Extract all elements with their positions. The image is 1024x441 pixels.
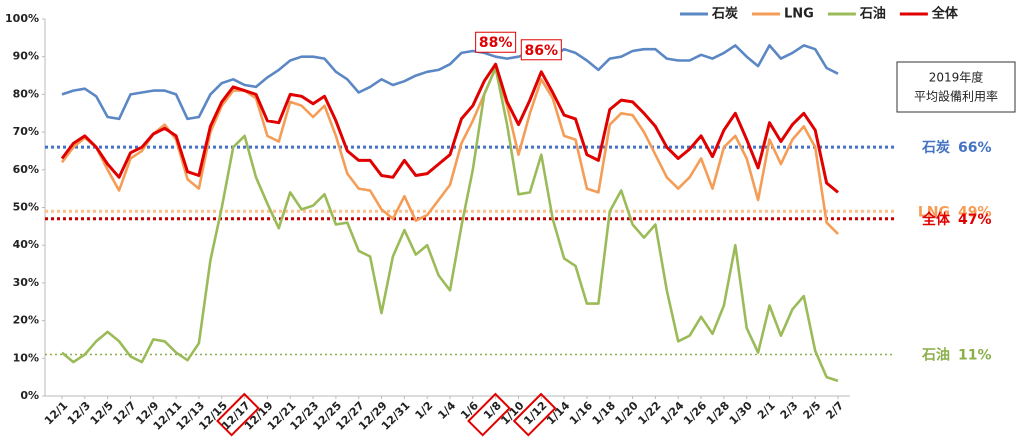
x-tick-group: 1/28 xyxy=(704,399,732,427)
x-tick-group: 2/3 xyxy=(778,399,801,422)
y-tick-label: 40% xyxy=(13,238,39,251)
reference-label: 49% xyxy=(958,204,992,220)
legend-label: 石炭 xyxy=(711,6,738,22)
annotation: 88% xyxy=(479,35,513,51)
x-tick-group: 12/5 xyxy=(88,399,116,427)
y-tick-label: 30% xyxy=(13,276,39,289)
x-tick-label: 1/12 xyxy=(521,399,549,427)
reference-name: 石油 xyxy=(921,347,950,364)
series-line xyxy=(61,44,839,121)
x-tick-group: 1/14 xyxy=(544,399,573,428)
y-tick-label: 80% xyxy=(13,87,39,100)
x-tick-group: 1/30 xyxy=(727,399,756,428)
x-tick-group: 1/22 xyxy=(635,399,663,427)
legend-label: 全体 xyxy=(931,6,959,22)
legend-label: 石油 xyxy=(859,6,886,22)
y-tick-label: 60% xyxy=(13,163,39,176)
x-tick-label: 12/3 xyxy=(65,399,93,427)
x-tick-group: 1/2 xyxy=(413,399,436,422)
y-tick-label: 0% xyxy=(20,389,39,402)
x-tick-label: 12/5 xyxy=(88,399,116,427)
highlight-box xyxy=(512,392,557,437)
annotation-box xyxy=(475,31,517,53)
reference-label: 47% xyxy=(958,212,992,228)
y-tick-label: 50% xyxy=(13,201,39,214)
x-tick-group: 1/16 xyxy=(567,399,596,428)
x-tick-label: 2/5 xyxy=(801,399,824,422)
annotation-box xyxy=(520,39,562,61)
reference-name: 全体 xyxy=(921,211,951,228)
y-tick-label: 10% xyxy=(13,351,39,364)
x-tick-group: 1/4 xyxy=(435,399,458,422)
reference-label: 66% xyxy=(958,140,992,156)
x-tick-group: 12/1 xyxy=(42,399,70,427)
series-line xyxy=(61,66,839,383)
note-box xyxy=(896,61,1016,113)
x-tick-group: 12/7 xyxy=(110,399,138,427)
highlight-box xyxy=(216,392,260,437)
legend-label: LNG xyxy=(784,7,814,22)
x-tick-label: 2/7 xyxy=(823,399,846,422)
x-tick-label: 1/14 xyxy=(544,399,573,428)
annotation: 86% xyxy=(525,43,559,59)
x-tick-label: 2/3 xyxy=(778,399,801,422)
x-tick-label: 1/20 xyxy=(613,399,642,428)
x-tick-group: 12/3 xyxy=(65,399,93,427)
reference-name: LNG xyxy=(918,204,950,220)
x-tick-label: 1/4 xyxy=(435,399,458,422)
reference-label: 11% xyxy=(958,348,992,364)
x-tick-label: 1/2 xyxy=(413,399,436,422)
x-tick-label: 2/1 xyxy=(755,399,778,422)
x-tick-label: 1/22 xyxy=(635,399,663,427)
x-tick-label: 1/16 xyxy=(567,399,596,428)
x-tick-group: 1/18 xyxy=(590,399,618,427)
series-line xyxy=(60,66,839,235)
x-tick-label: 1/28 xyxy=(704,399,732,427)
series-line xyxy=(60,62,839,194)
y-tick-label: 100% xyxy=(5,12,39,25)
x-tick-label: 12/1 xyxy=(42,399,70,427)
note-line: 平均設備利用率 xyxy=(914,89,998,104)
x-tick-label: 1/30 xyxy=(727,399,756,428)
x-tick-label: 1/18 xyxy=(590,399,618,427)
x-tick-label: 1/24 xyxy=(658,399,687,428)
reference-name: 石炭 xyxy=(921,139,950,156)
y-tick-label: 20% xyxy=(13,314,39,327)
y-tick-label: 70% xyxy=(13,125,39,138)
x-tick-group: 1/26 xyxy=(681,399,710,428)
x-tick-group: 2/5 xyxy=(801,399,824,422)
note-line: 2019年度 xyxy=(929,70,984,85)
highlight-box xyxy=(467,392,511,437)
y-tick-label: 90% xyxy=(13,50,39,63)
x-tick-group: 2/1 xyxy=(755,399,778,422)
x-tick-group: 2/7 xyxy=(823,399,846,422)
x-tick-group: 1/24 xyxy=(658,399,687,428)
x-tick-group: 1/20 xyxy=(613,399,642,428)
x-tick-label: 1/26 xyxy=(681,399,710,428)
x-tick-label: 12/7 xyxy=(110,399,138,427)
